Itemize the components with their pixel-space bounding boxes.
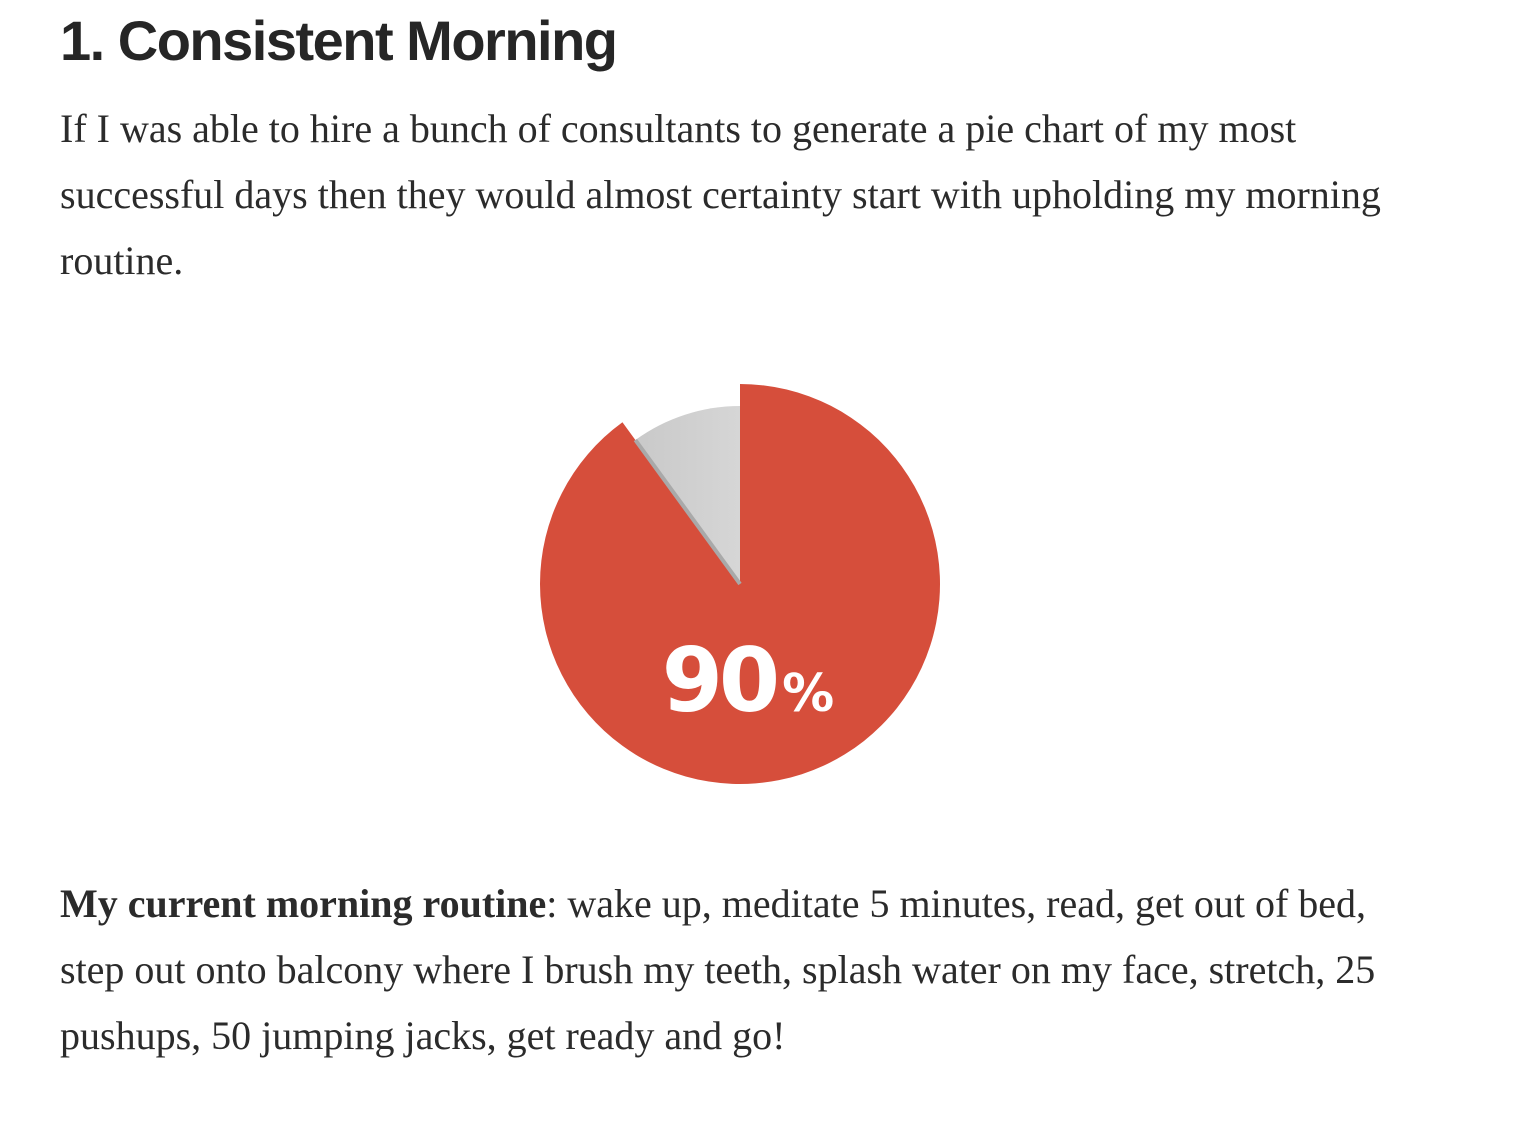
pie-data-label: 90% bbox=[662, 629, 835, 732]
routine-paragraph: My current morning routine: wake up, med… bbox=[60, 871, 1440, 1069]
intro-paragraph: If I was able to hire a bunch of consult… bbox=[60, 106, 1381, 283]
pie-data-label-value: 90 bbox=[662, 629, 777, 732]
pie-chart-svg: 90% bbox=[540, 384, 940, 785]
routine-text: : wake up, meditate 5 minutes, read, get… bbox=[60, 881, 1376, 1058]
pie-slice-edge bbox=[633, 438, 742, 586]
routine-label: My current morning routine bbox=[60, 881, 547, 926]
pie-data-label-suffix: % bbox=[782, 664, 834, 724]
pie-slice-main bbox=[540, 384, 940, 785]
pie-slice-remaining bbox=[635, 406, 740, 584]
section-heading: 1. Consistent Morning bbox=[60, 9, 618, 72]
pie-chart: 90% bbox=[530, 374, 950, 794]
